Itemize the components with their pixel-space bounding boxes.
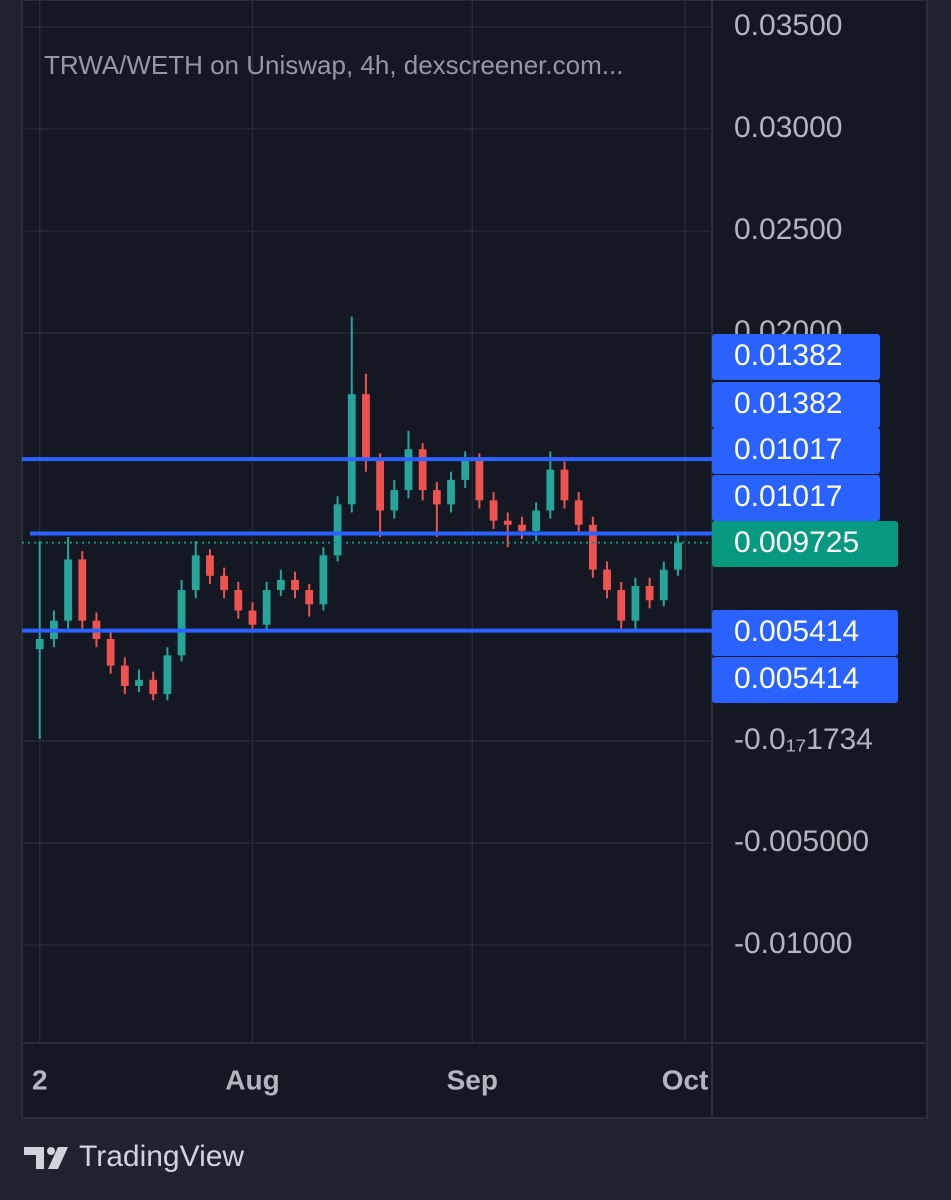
candle-body: [659, 569, 668, 601]
level-label: 0.01382: [734, 387, 842, 420]
level-label: 0.01017: [734, 433, 842, 466]
candle-body: [390, 490, 399, 511]
candle-body: [617, 590, 626, 621]
candle-body: [319, 555, 328, 605]
overlay: 0.035000.030000.025000.02000-0.0₁₇1734-0…: [22, 9, 898, 960]
level-badge: [712, 610, 898, 656]
x-tick-label: Sep: [447, 1064, 498, 1095]
candle-body: [234, 590, 243, 611]
candle-body: [177, 590, 186, 656]
candle-body: [191, 555, 200, 591]
tradingview-logo: [24, 1147, 68, 1169]
candle-body: [163, 655, 172, 695]
candle-body: [674, 542, 682, 570]
candle-body: [64, 559, 72, 621]
last-price-badge: [712, 521, 898, 567]
candle-body: [35, 639, 44, 650]
candle-body: [135, 679, 143, 686]
candle-body: [503, 520, 512, 525]
y-tick-label: -0.0₁₇1734: [734, 723, 873, 756]
candle-body: [262, 590, 271, 625]
y-tick-label: 0.03000: [734, 111, 842, 144]
candle-body: [432, 490, 441, 505]
candle-body: [418, 449, 427, 491]
level-badge: [712, 382, 880, 428]
level-badge: [712, 334, 880, 380]
candle-body: [447, 479, 455, 505]
candle-body: [220, 575, 229, 591]
candle-body: [603, 569, 611, 591]
y-tick-label: 0.03500: [734, 9, 842, 42]
candle-body: [518, 524, 526, 531]
candle-body: [206, 555, 214, 576]
y-tick-label: -0.01000: [734, 927, 852, 960]
candle-body: [588, 524, 597, 570]
level-label: 0.005414: [734, 615, 859, 648]
candle-body: [631, 585, 640, 621]
candle-body: [546, 469, 555, 511]
candle-body: [461, 459, 470, 480]
candle-body: [149, 679, 158, 695]
candle-body: [248, 610, 257, 625]
candle-body: [305, 590, 314, 605]
candle-body: [347, 394, 356, 505]
level-badge: [712, 428, 880, 474]
x-tick-label: Aug: [225, 1064, 279, 1095]
candle-body: [560, 469, 569, 501]
candle-body: [574, 500, 583, 525]
chart-title: TRWA/WETH on Uniswap, 4h, dexscreener.co…: [44, 50, 623, 80]
candle-body: [78, 559, 87, 621]
candle-body: [291, 579, 299, 591]
level-label: 0.01017: [734, 480, 842, 513]
candle-body: [120, 665, 129, 686]
y-tick-label: 0.02500: [734, 213, 842, 246]
candle-body: [276, 579, 285, 591]
x-tick-label: 2: [32, 1064, 48, 1095]
level-badge: [712, 657, 898, 703]
grid: [22, 0, 712, 1043]
y-tick-label: -0.005000: [734, 825, 869, 858]
candle-body: [106, 639, 115, 666]
candle-body: [489, 500, 498, 521]
brand-name: TradingView: [79, 1140, 244, 1173]
candle-body: [333, 504, 342, 556]
candle-body: [362, 394, 370, 460]
candle-body: [376, 459, 385, 511]
level-label: 0.005414: [734, 662, 859, 695]
last-price-label: 0.009725: [734, 526, 859, 559]
level-label: 0.01382: [734, 339, 842, 372]
candle-body: [645, 585, 654, 601]
x-tick-label: Oct: [662, 1064, 709, 1095]
candle-body: [404, 449, 413, 491]
candle-body: [532, 510, 541, 531]
candle-body: [475, 459, 484, 501]
level-badge: [712, 475, 880, 521]
